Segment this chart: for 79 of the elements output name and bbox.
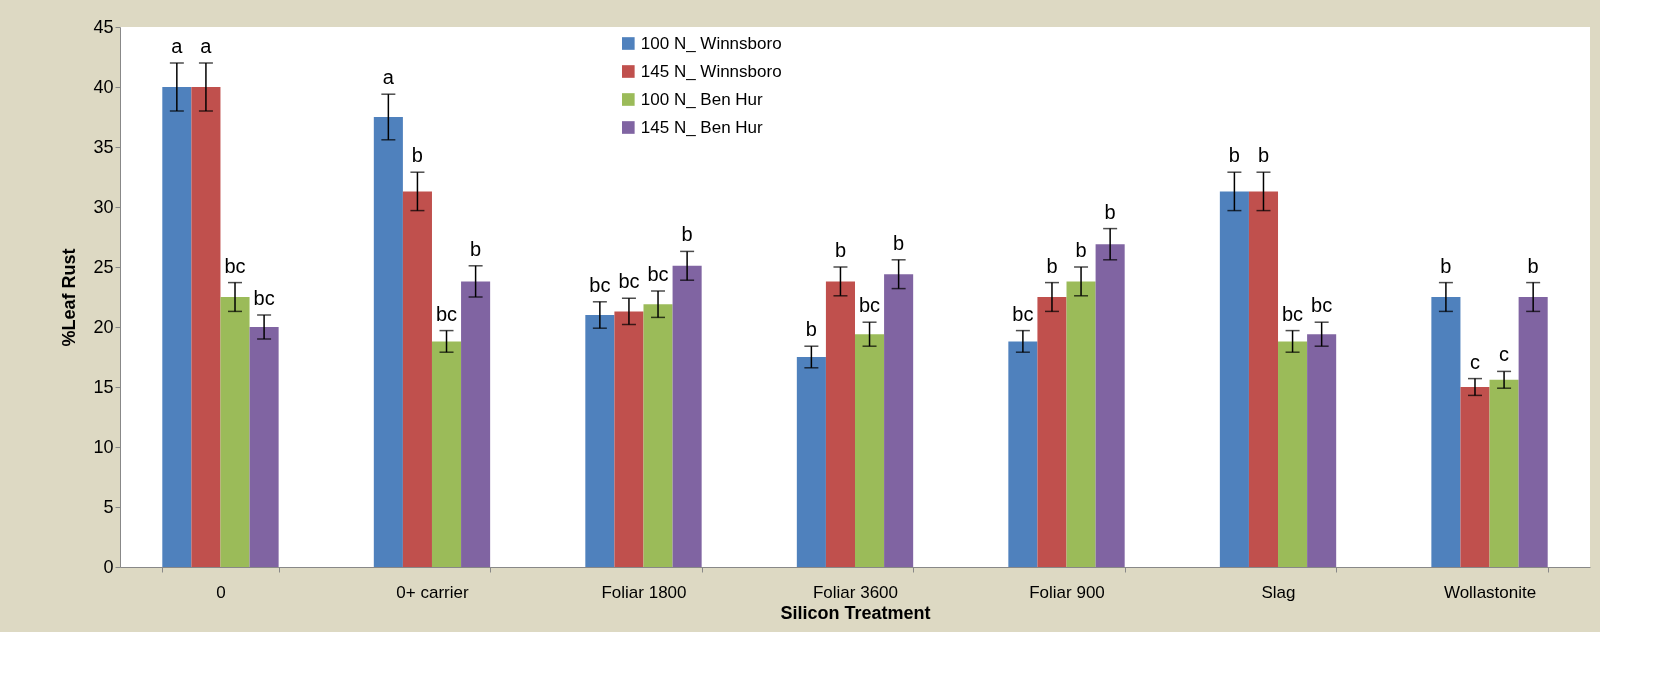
bar — [1460, 387, 1490, 567]
y-tick-label: 10 — [93, 436, 114, 457]
x-tick-label: Foliar 1800 — [601, 582, 687, 602]
bar — [191, 87, 221, 567]
bar — [614, 311, 644, 567]
data-label: bc — [647, 263, 669, 285]
data-label: bc — [1282, 302, 1304, 325]
data-label: b — [1257, 144, 1270, 167]
legend-label: 100 N_ Winnsboro — [640, 33, 782, 53]
data-label: b — [1440, 254, 1452, 277]
bar — [1066, 281, 1096, 567]
y-tick-label: 25 — [93, 256, 114, 277]
x-tick-label: Foliar 900 — [1029, 582, 1105, 602]
data-label: b — [805, 318, 817, 341]
bar — [1219, 191, 1249, 567]
bar — [672, 265, 702, 567]
y-tick-label: 15 — [93, 376, 114, 397]
y-tick-label: 45 — [93, 16, 114, 37]
data-label: bc — [435, 302, 458, 325]
x-tick-label: Wollastonite — [1443, 582, 1537, 602]
data-label: bc — [1012, 302, 1034, 325]
data-label: bc — [858, 294, 881, 317]
bar — [643, 304, 673, 567]
bar — [220, 297, 250, 567]
y-tick-label: 20 — [93, 316, 114, 337]
data-label: a — [200, 35, 213, 57]
data-label: b — [1104, 200, 1116, 223]
data-label: bc — [224, 254, 246, 277]
data-label: a — [171, 35, 184, 57]
y-tick-label: 0 — [103, 556, 114, 577]
legend-label: 145 N_ Ben Hur — [640, 117, 764, 137]
bar — [1278, 341, 1308, 567]
bar — [1431, 297, 1461, 567]
x-tick-label: 0 — [216, 582, 226, 602]
y-axis-title: %Leaf Rust — [59, 248, 80, 347]
x-tick-label: Foliar 3600 — [812, 582, 899, 602]
y-tick-label: 35 — [93, 136, 114, 157]
bar — [1008, 341, 1038, 567]
data-label: b — [1046, 254, 1058, 277]
bar — [373, 117, 403, 567]
y-tick-label: 5 — [103, 496, 114, 517]
bar — [825, 281, 855, 567]
data-label: b — [1527, 254, 1539, 277]
data-label: b — [1075, 239, 1087, 261]
data-label: c — [1499, 343, 1510, 366]
y-tick-label: 30 — [93, 196, 114, 217]
data-label: bc — [618, 270, 640, 293]
data-label: bc — [253, 287, 275, 309]
bar — [1095, 244, 1125, 567]
bar — [1489, 379, 1519, 567]
bar — [1248, 191, 1279, 567]
data-label: bc — [589, 273, 611, 296]
bar — [162, 87, 192, 567]
bar — [1518, 297, 1548, 567]
bar — [585, 315, 615, 567]
bar — [1037, 297, 1067, 567]
data-label: b — [470, 237, 482, 260]
bar — [402, 191, 432, 567]
data-label: c — [1469, 350, 1480, 373]
data-label: b — [411, 144, 423, 167]
bar — [431, 341, 462, 567]
y-tick-label: 40 — [93, 76, 114, 97]
data-label: a — [382, 66, 395, 89]
data-label: b — [834, 239, 847, 261]
bar — [461, 281, 491, 567]
data-label: bc — [1311, 294, 1333, 317]
data-label: b — [893, 231, 905, 254]
bar — [855, 334, 885, 567]
data-label: b — [681, 223, 693, 246]
legend-label: 145 N_ Winnsboro — [640, 61, 782, 81]
data-label: b — [1228, 144, 1240, 167]
bar — [796, 357, 826, 567]
x-axis-title: Silicon Treatment — [780, 602, 931, 623]
x-tick-label: Slag — [1261, 582, 1296, 602]
bar — [884, 274, 914, 567]
x-tick-label: 0+ carrier — [396, 582, 469, 602]
bar — [1307, 334, 1337, 567]
legend-label: 100 N_ Ben Hur — [640, 89, 764, 109]
bar — [249, 327, 279, 567]
